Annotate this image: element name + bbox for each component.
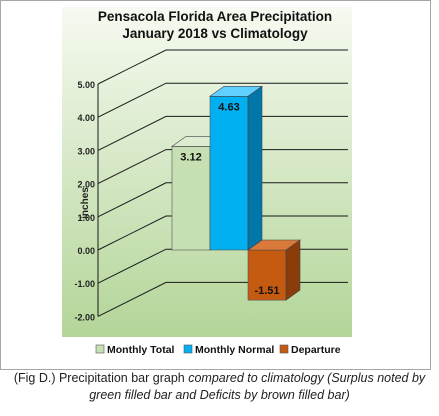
- caption-prefix: (Fig D.) Precipitation bar graph: [13, 371, 189, 385]
- gridline: [97, 82, 348, 118]
- chart-title-line2: January 2018 vs Climatology: [122, 26, 308, 41]
- y-tick-label: 3.00: [77, 146, 95, 156]
- legend-swatch: [279, 344, 289, 354]
- gridline: [97, 149, 348, 185]
- figure-caption: (Fig D.) Precipitation bar graph compare…: [6, 370, 433, 404]
- y-tick-labels: 5.00 4.00 3.00 2.00 1.00 0.00 -1.00 -2.00: [74, 80, 95, 322]
- gridline: [97, 215, 348, 251]
- bar-side: [247, 85, 263, 251]
- bar-side: [285, 239, 301, 301]
- gridline: [97, 49, 348, 85]
- legend-label: Departure: [291, 344, 341, 356]
- y-tick-label: 4.00: [77, 113, 95, 123]
- legend-label: Monthly Total: [107, 344, 175, 356]
- y-axis-label: inches: [80, 187, 91, 219]
- y-tick-label: 1.00: [77, 213, 95, 223]
- caption-italic: compared to climatology (Surplus noted b…: [89, 371, 426, 402]
- bar: [209, 95, 249, 251]
- data-label: -1.51: [254, 285, 279, 297]
- legend-swatch: [95, 344, 105, 354]
- grid-lines: [97, 49, 348, 317]
- precipitation-chart: Pensacola Florida Area Precipitation Jan…: [0, 0, 431, 370]
- gridline: [97, 182, 348, 218]
- gridline: [97, 115, 348, 151]
- chart-frame: Pensacola Florida Area Precipitation Jan…: [0, 0, 431, 370]
- data-label: 4.63: [218, 101, 239, 113]
- bar-top: [209, 85, 263, 97]
- bars: [171, 85, 301, 301]
- chart-title-line1: Pensacola Florida Area Precipitation: [98, 9, 332, 24]
- y-tick-label: 2.00: [77, 180, 95, 190]
- y-tick-label: -1.00: [74, 279, 95, 289]
- legend: Monthly Total Monthly Normal Departure: [95, 344, 341, 356]
- bar: [247, 249, 287, 301]
- data-label: 3.12: [180, 151, 201, 163]
- y-tick-label: -2.00: [74, 312, 95, 322]
- legend-label: Monthly Normal: [195, 344, 274, 356]
- data-labels: 3.12 4.63 -1.51: [180, 101, 279, 297]
- y-tick-label: 5.00: [77, 80, 95, 90]
- y-tick-label: 0.00: [77, 246, 95, 256]
- legend-swatch: [183, 344, 193, 354]
- bar-top: [247, 239, 301, 251]
